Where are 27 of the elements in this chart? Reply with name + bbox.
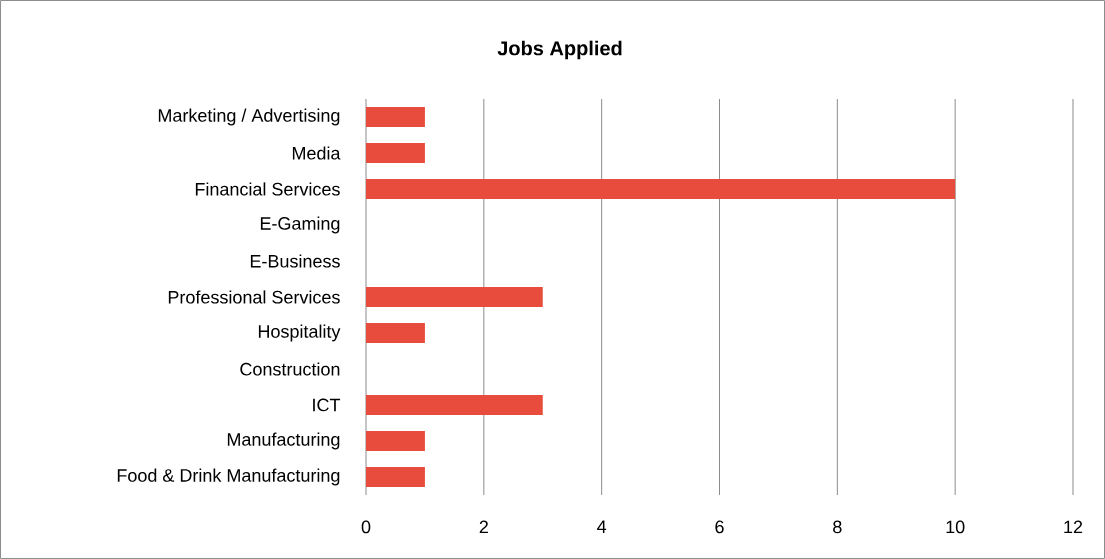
y-tick-label: Marketing / Advertising — [158, 108, 340, 126]
y-tick-label: Media — [292, 146, 341, 160]
y-tick-label: Food & Drink Manufacturing — [117, 468, 340, 486]
y-tick-label: E-Business — [250, 254, 340, 268]
x-tick-label: 4 — [597, 520, 607, 533]
y-tick-label: Construction — [240, 362, 340, 376]
y-tick-label: E-Gaming — [260, 216, 340, 234]
bar — [366, 322, 425, 343]
bar — [366, 178, 956, 199]
x-tick-label: 6 — [715, 520, 724, 534]
y-tick-label: Financial Services — [195, 182, 340, 196]
bar — [366, 430, 425, 451]
x-tick-label: 2 — [479, 520, 488, 534]
chart-title: Jobs Applied — [497, 40, 622, 60]
bar — [366, 143, 425, 163]
y-tick-label: Hospitality — [258, 324, 341, 342]
x-tick-label: 12 — [1064, 520, 1083, 534]
bar — [366, 466, 425, 487]
x-tick-label: 10 — [946, 520, 965, 534]
bar — [366, 106, 425, 127]
y-tick-label: Manufacturing — [227, 432, 340, 450]
y-tick-label: Professional Services — [168, 290, 340, 304]
bar — [366, 286, 543, 307]
x-tick-label: 8 — [833, 520, 842, 534]
x-tick-label: 0 — [361, 520, 371, 534]
bar — [366, 394, 543, 415]
y-tick-label: ICT — [313, 398, 341, 412]
